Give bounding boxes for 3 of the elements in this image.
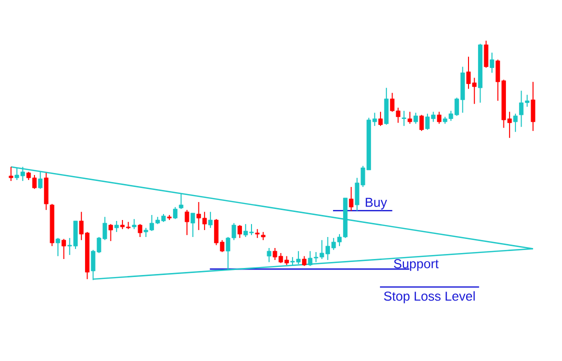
annotation: Buy: [366, 198, 388, 210]
text: Stop Loss Level: [384, 291, 475, 304]
annotation: Support: [394, 259, 439, 271]
